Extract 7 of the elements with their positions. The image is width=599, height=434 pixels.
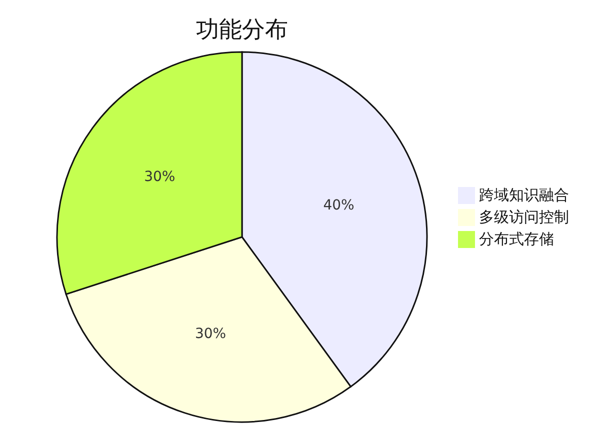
- chart-title: 功能分布: [195, 16, 289, 45]
- legend-label: 跨域知识融合: [479, 186, 569, 204]
- legend-label: 分布式存储: [479, 230, 554, 248]
- legend-label: 多级访问控制: [479, 208, 569, 226]
- data-label: 40%: [323, 198, 354, 214]
- data-label: 30%: [194, 326, 226, 342]
- data-label: 30%: [144, 169, 176, 186]
